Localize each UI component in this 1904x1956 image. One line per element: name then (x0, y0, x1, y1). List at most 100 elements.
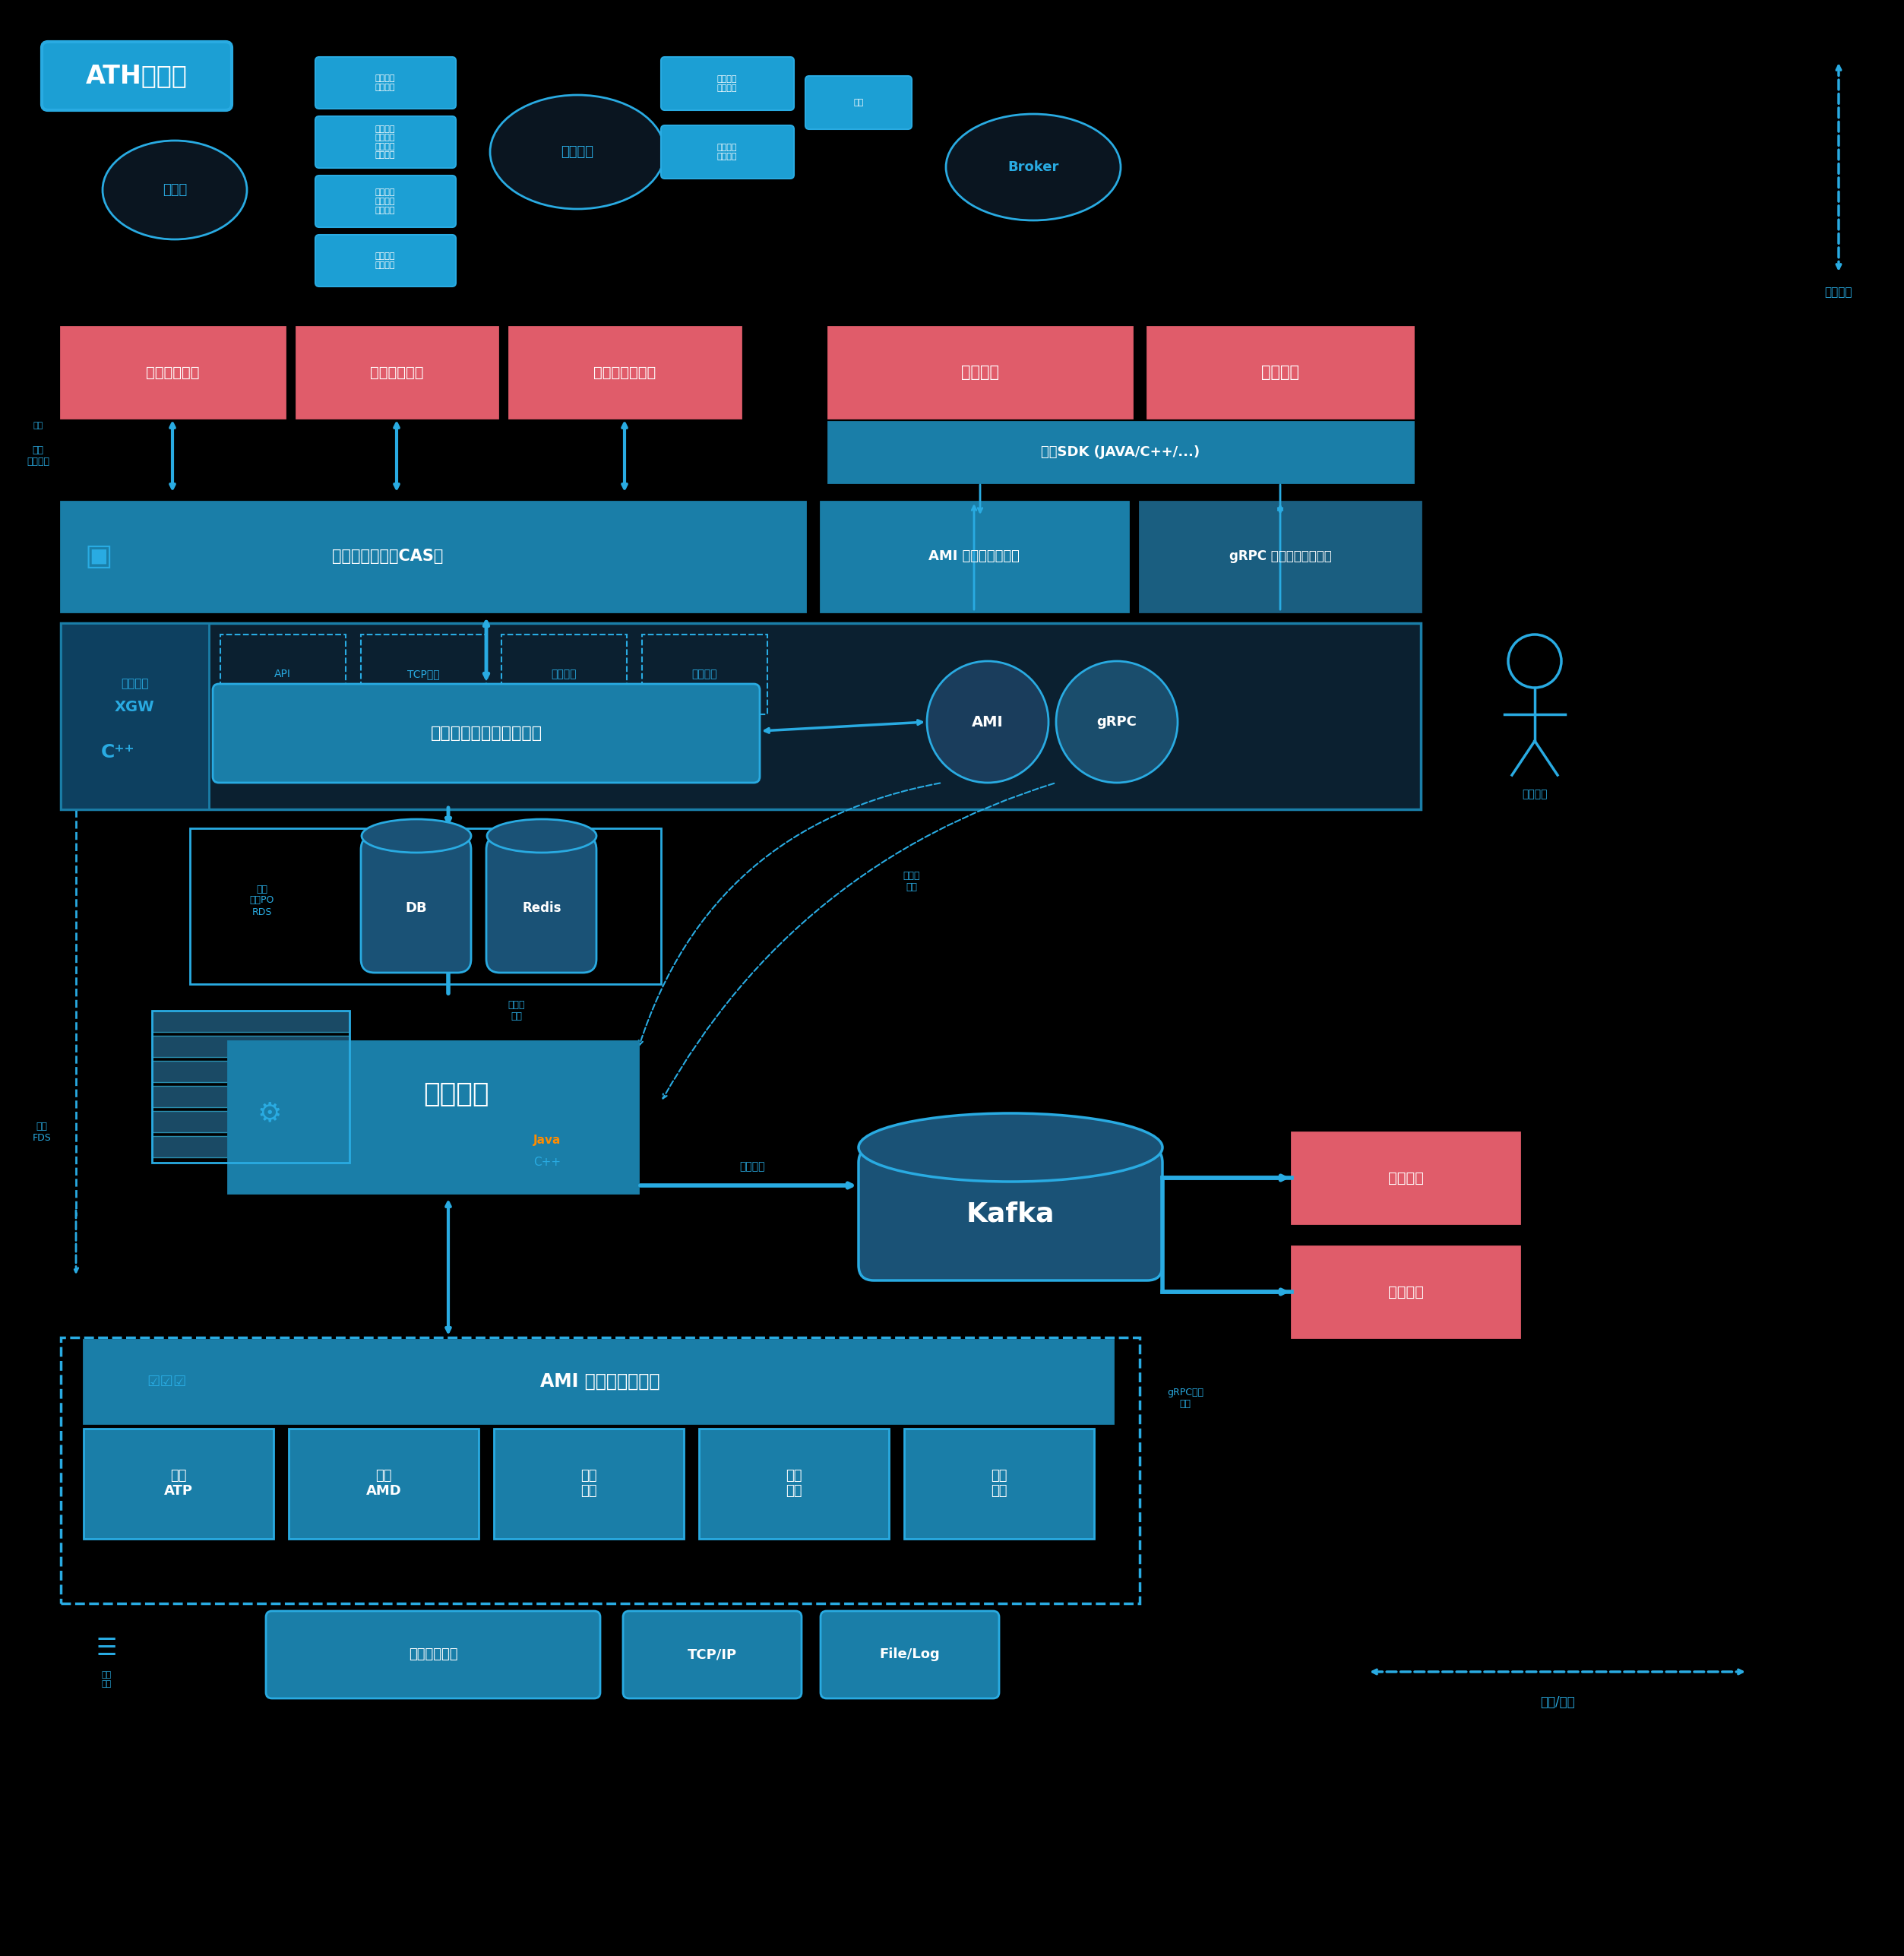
Text: 消息分发: 消息分发 (691, 669, 718, 679)
Text: Java: Java (533, 1134, 562, 1146)
FancyBboxPatch shape (362, 835, 470, 972)
Text: Kafka: Kafka (965, 1201, 1055, 1226)
FancyBboxPatch shape (486, 835, 596, 972)
Text: ☑☑☑: ☑☑☑ (147, 1375, 187, 1389)
Ellipse shape (487, 820, 596, 853)
Text: C⁺⁺: C⁺⁺ (101, 743, 135, 761)
FancyBboxPatch shape (661, 57, 794, 110)
Bar (821, 501, 1129, 612)
Text: 接口网关: 接口网关 (120, 679, 149, 690)
Ellipse shape (946, 113, 1121, 221)
Text: 本地
内存PO
RDS: 本地 内存PO RDS (249, 884, 274, 917)
FancyBboxPatch shape (661, 125, 794, 178)
Bar (828, 327, 1133, 419)
Bar (152, 1037, 350, 1056)
Bar (190, 827, 661, 984)
Text: 数据订阅
格式规范: 数据订阅 格式规范 (375, 252, 396, 268)
Bar (642, 634, 767, 714)
Text: 交易所: 交易所 (162, 184, 187, 198)
Text: TCP转发: TCP转发 (407, 669, 440, 679)
Text: 行情数据
实时行情: 行情数据 实时行情 (375, 74, 396, 92)
FancyBboxPatch shape (805, 76, 912, 129)
Text: AMI 分布式消息通信: AMI 分布式消息通信 (541, 1373, 661, 1391)
Bar (297, 327, 497, 419)
Text: API: API (274, 669, 291, 679)
Ellipse shape (362, 820, 470, 853)
Bar (152, 1136, 350, 1158)
Text: 流式推送: 流式推送 (1260, 364, 1299, 379)
Text: 友商适配服务（CAS）: 友商适配服务（CAS） (331, 548, 444, 563)
FancyBboxPatch shape (316, 235, 455, 286)
Bar (904, 1428, 1095, 1539)
Text: Broker: Broker (1007, 160, 1059, 174)
Text: 内存队列: 内存队列 (550, 669, 577, 679)
Text: AMI: AMI (971, 714, 1003, 730)
Text: ⚙: ⚙ (257, 1101, 282, 1127)
Text: 营运管理: 营运管理 (1388, 1170, 1424, 1185)
Text: ☰: ☰ (95, 1637, 116, 1661)
Text: 行情
FDS: 行情 FDS (32, 1121, 51, 1142)
FancyBboxPatch shape (316, 176, 455, 227)
Bar (61, 327, 286, 419)
FancyBboxPatch shape (213, 685, 760, 782)
Text: 接入SDK (JAVA/C++/...): 接入SDK (JAVA/C++/...) (1041, 446, 1200, 460)
Text: 行情订阅
委托管理: 行情订阅 委托管理 (718, 76, 737, 92)
Text: gRPC 高速（百微秒级）: gRPC 高速（百微秒级） (1230, 550, 1331, 563)
FancyBboxPatch shape (267, 1612, 600, 1698)
Ellipse shape (103, 141, 248, 239)
Text: gRPC: gRPC (1097, 716, 1137, 730)
Text: 成交回报
账户信息: 成交回报 账户信息 (718, 145, 737, 160)
Text: XGW: XGW (114, 700, 154, 714)
Bar (1291, 1246, 1519, 1338)
FancyBboxPatch shape (42, 41, 232, 110)
Bar (152, 1060, 350, 1082)
Text: C++: C++ (533, 1156, 562, 1168)
Text: 网络
采集: 网络 采集 (786, 1469, 802, 1498)
Text: File/Log: File/Log (880, 1647, 941, 1661)
Bar (61, 624, 1420, 810)
Bar (828, 422, 1413, 483)
Bar (152, 1011, 350, 1033)
FancyBboxPatch shape (623, 1612, 802, 1698)
Text: 交易
适配: 交易 适配 (581, 1469, 598, 1498)
Bar (152, 1111, 350, 1133)
Text: 数据加工: 数据加工 (423, 1082, 489, 1107)
Bar (228, 1041, 638, 1193)
Bar (61, 501, 805, 612)
Text: 其他
接口: 其他 接口 (101, 1670, 112, 1688)
Bar (1291, 1133, 1519, 1222)
Text: Redis: Redis (522, 902, 562, 915)
Text: 服务聚合逻辑（进程内）: 服务聚合逻辑（进程内） (430, 726, 543, 741)
Text: 行情: 行情 (32, 422, 44, 430)
FancyBboxPatch shape (316, 57, 455, 110)
Text: 恒生接入适配: 恒生接入适配 (147, 366, 200, 379)
Ellipse shape (859, 1113, 1163, 1181)
Text: 业务中台: 业务中台 (562, 145, 594, 158)
Bar (699, 1428, 889, 1539)
Text: 行情
AMD: 行情 AMD (366, 1469, 402, 1498)
Bar (508, 327, 741, 419)
Bar (84, 1428, 274, 1539)
Text: 通达信接入适配: 通达信接入适配 (594, 366, 655, 379)
Text: 文件
采集: 文件 采集 (990, 1469, 1007, 1498)
Text: 金证接入适配: 金证接入适配 (369, 366, 423, 379)
Bar (1148, 327, 1413, 419)
Bar (501, 634, 626, 714)
Bar (61, 1338, 1140, 1604)
Text: 委托回报
成交回报
账户持仓
资金信息: 委托回报 成交回报 账户持仓 资金信息 (375, 125, 396, 158)
Bar (289, 1428, 478, 1539)
Bar (493, 1428, 684, 1539)
Text: AMI 极速（微秒级）: AMI 极速（微秒级） (929, 550, 1019, 563)
Text: DB: DB (406, 902, 426, 915)
Circle shape (927, 661, 1049, 782)
Text: 行情
接入协议: 行情 接入协议 (27, 446, 50, 467)
Bar (84, 1340, 1114, 1424)
Bar (152, 1086, 350, 1107)
Bar (152, 1011, 350, 1162)
Text: 双活/多活: 双活/多活 (1540, 1696, 1575, 1710)
Bar (1140, 501, 1420, 612)
Text: 交易
ATP: 交易 ATP (164, 1469, 192, 1498)
Text: 交易系统: 交易系统 (1388, 1285, 1424, 1299)
Bar (362, 634, 486, 714)
Text: ATH架构图: ATH架构图 (86, 63, 188, 88)
